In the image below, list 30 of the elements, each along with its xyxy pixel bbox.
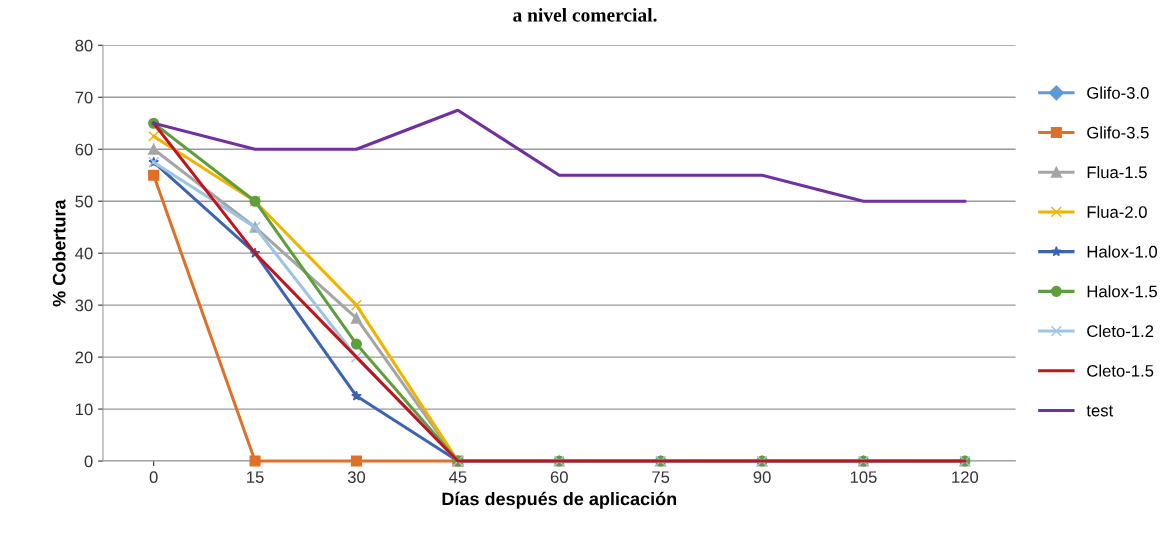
- x-tick-label: 105: [850, 471, 877, 484]
- legend-label: Cleto-1.5: [1087, 364, 1154, 377]
- y-tick-label: 70: [75, 91, 93, 104]
- y-tick-label: 0: [84, 455, 93, 468]
- x-tick-label: 30: [347, 471, 366, 484]
- legend-label: Glifo-3.0: [1087, 86, 1149, 99]
- legend-label: Glifo-3.5: [1087, 126, 1149, 139]
- y-axis-title: % Cobertura: [52, 199, 66, 307]
- legend-label: Cleto-1.2: [1087, 324, 1154, 338]
- y-tick-label: 40: [75, 247, 93, 260]
- x-tick-label: 60: [550, 471, 568, 484]
- y-tick-label: 30: [75, 299, 93, 312]
- legend-label: Flua-2.0: [1087, 205, 1147, 218]
- x-tick-label: 45: [448, 471, 467, 484]
- x-tick-label: 120: [952, 471, 979, 484]
- legend-label: test: [1086, 405, 1114, 417]
- x-axis-title: Días después de aplicación: [442, 491, 677, 509]
- x-tick-label: 75: [652, 471, 670, 484]
- legend-label: Flua-1.5: [1087, 166, 1147, 179]
- legend-label: Halox-1.5: [1087, 285, 1157, 298]
- chart-title: a nivel comercial.: [513, 8, 657, 22]
- x-tick-label: 90: [753, 471, 771, 484]
- y-tick-label: 80: [75, 39, 93, 52]
- legend-label: Halox-1.0: [1087, 245, 1158, 258]
- y-tick-label: 10: [75, 403, 93, 416]
- x-tick-label: 15: [247, 471, 264, 484]
- y-tick-label: 50: [75, 195, 93, 208]
- y-tick-label: 20: [75, 351, 93, 364]
- y-tick-label: 60: [75, 143, 93, 156]
- x-tick-label: 0: [149, 471, 158, 484]
